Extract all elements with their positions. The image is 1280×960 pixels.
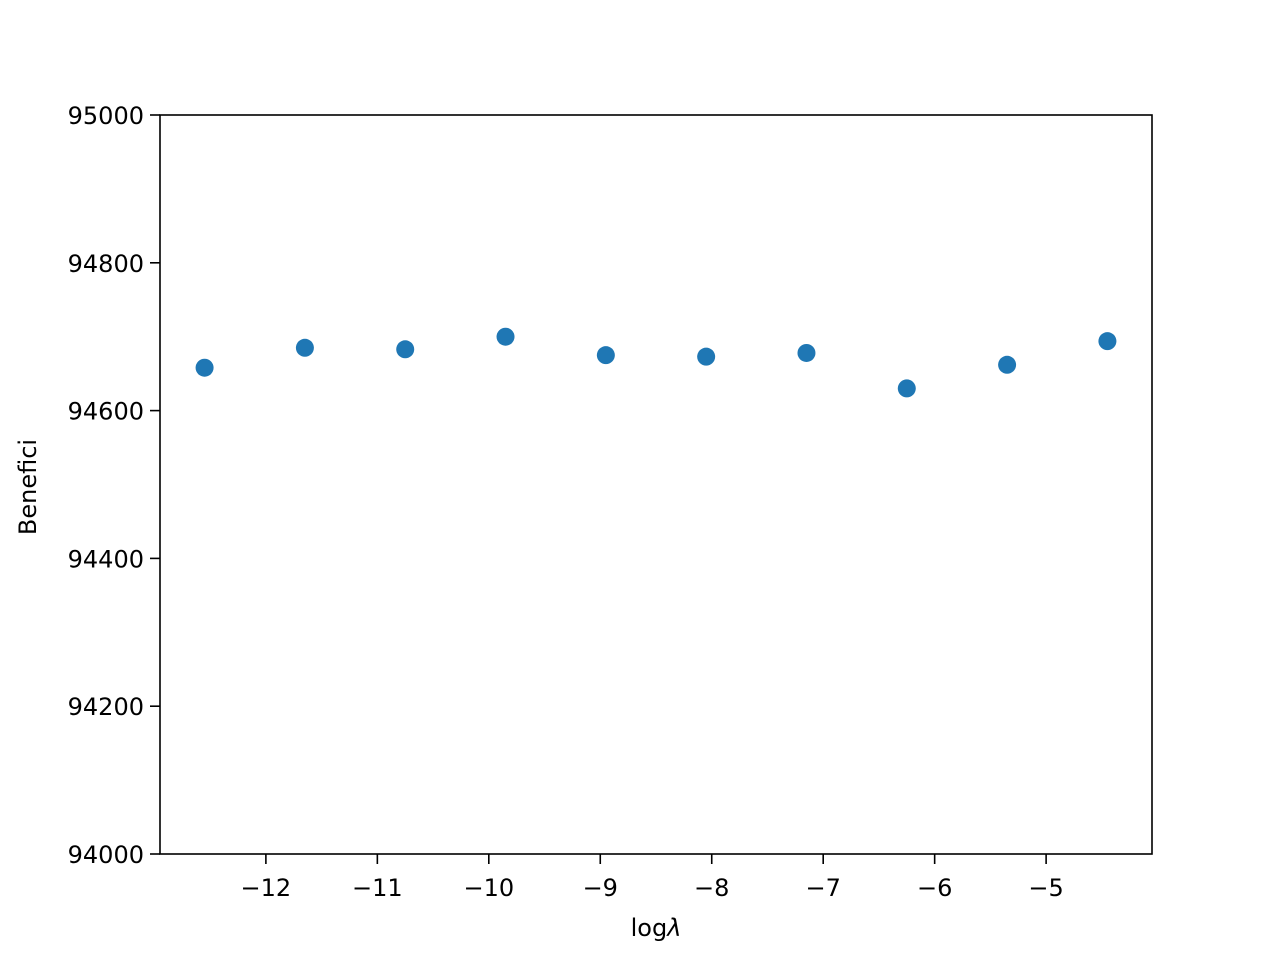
y-tick-label: 94800 bbox=[68, 250, 144, 278]
x-tick-label: −5 bbox=[1028, 874, 1063, 902]
x-tick-label: −12 bbox=[241, 874, 292, 902]
y-axis-ticks: 94000 94200 94400 94600 94800 95000 bbox=[68, 102, 160, 869]
y-tick-label: 94000 bbox=[68, 841, 144, 869]
data-point bbox=[697, 347, 716, 366]
data-points bbox=[195, 327, 1117, 398]
x-tick-label: −8 bbox=[694, 874, 729, 902]
y-tick-label: 95000 bbox=[68, 102, 144, 130]
y-axis-title: Benefici bbox=[14, 439, 42, 535]
x-tick-label: −11 bbox=[352, 874, 403, 902]
y-tick-label: 94200 bbox=[68, 693, 144, 721]
data-point bbox=[596, 346, 615, 365]
x-tick-label: −9 bbox=[583, 874, 618, 902]
data-point bbox=[998, 355, 1017, 374]
x-tick-label: −10 bbox=[463, 874, 514, 902]
data-point bbox=[1098, 332, 1117, 351]
x-axis-title-text: log bbox=[631, 914, 668, 942]
plot-background bbox=[160, 115, 1152, 854]
x-tick-label: −7 bbox=[805, 874, 840, 902]
data-point bbox=[797, 343, 816, 362]
data-point bbox=[496, 327, 515, 346]
data-point bbox=[396, 340, 415, 359]
data-point bbox=[897, 379, 916, 398]
data-point bbox=[195, 358, 214, 377]
x-axis-ticks: −12 −11 −10 −9 −8 −7 −6 −5 bbox=[241, 854, 1064, 902]
data-point bbox=[295, 338, 314, 357]
y-tick-label: 94400 bbox=[68, 545, 144, 573]
x-axis-title: logλ bbox=[631, 914, 682, 942]
y-tick-label: 94600 bbox=[68, 398, 144, 426]
x-tick-label: −6 bbox=[917, 874, 952, 902]
x-axis-title-symbol: λ bbox=[665, 914, 681, 942]
plot-frame bbox=[159, 114, 1153, 855]
